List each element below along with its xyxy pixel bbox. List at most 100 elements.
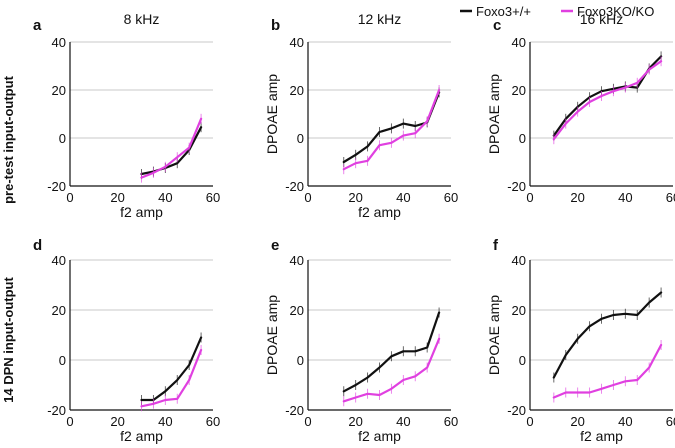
y-tick-label: 40	[52, 253, 66, 268]
x-axis-title: f2 amp	[358, 428, 401, 444]
series-line	[342, 91, 441, 164]
panel-letter: e	[271, 237, 279, 254]
x-tick-label: 40	[396, 190, 410, 205]
y-tick-label: 0	[59, 353, 66, 368]
y-tick-label: -20	[507, 179, 526, 194]
series-wildtype	[552, 51, 663, 141]
y-tick-label: 20	[290, 83, 304, 98]
y-tick-label: 40	[290, 35, 304, 50]
x-tick-label: 20	[570, 190, 584, 205]
y-tick-label: 0	[297, 131, 304, 146]
x-axis-title: f2 amp	[120, 428, 163, 444]
x-tick-label: 20	[348, 190, 362, 205]
series-line	[552, 291, 663, 379]
x-axis-title: f2 amp	[580, 428, 623, 444]
y-tick-label: 40	[290, 253, 304, 268]
series-knockout	[342, 333, 441, 407]
panel-letter: f	[493, 237, 499, 254]
x-tick-label: 40	[618, 414, 632, 429]
panel-frequency-title: 12 kHz	[358, 11, 402, 27]
x-tick-label: 20	[110, 190, 124, 205]
x-tick-label: 0	[304, 190, 311, 205]
y-axis-title: DPOAE amp	[264, 74, 280, 154]
x-tick-label: 0	[526, 190, 533, 205]
y-tick-label: 0	[59, 131, 66, 146]
series-line	[140, 126, 203, 176]
x-axis-title: f2 amp	[358, 204, 401, 220]
y-axis-title: DPOAE amp	[486, 74, 502, 154]
series-line	[342, 311, 441, 393]
x-tick-label: 40	[158, 190, 172, 205]
series-wildtype	[140, 332, 203, 405]
x-tick-label: 60	[666, 190, 675, 205]
x-tick-label: 0	[304, 414, 311, 429]
series-knockout	[140, 345, 203, 412]
series-wildtype	[342, 307, 441, 397]
x-tick-label: 0	[66, 414, 73, 429]
series-knockout	[140, 113, 203, 183]
x-tick-label: 0	[526, 414, 533, 429]
series-line	[140, 336, 203, 402]
y-tick-label: -20	[285, 179, 304, 194]
x-tick-label: 0	[66, 190, 73, 205]
y-tick-label: 40	[512, 253, 526, 268]
y-axis-title: DPOAE amp	[486, 295, 502, 375]
x-tick-label: 20	[348, 414, 362, 429]
y-tick-label: 20	[512, 303, 526, 318]
x-axis-title: f2 amp	[120, 204, 163, 220]
panel-frequency-title: 16 kHz	[580, 11, 624, 27]
y-tick-label: -20	[285, 403, 304, 418]
y-axis-title: DPOAE amp	[264, 295, 280, 375]
y-tick-label: 0	[519, 353, 526, 368]
y-tick-label: -20	[507, 403, 526, 418]
series-line	[140, 348, 203, 408]
x-tick-label: 60	[206, 190, 220, 205]
y-tick-label: -20	[47, 179, 66, 194]
y-tick-label: 20	[52, 303, 66, 318]
x-tick-label: 20	[570, 414, 584, 429]
series-line	[552, 60, 663, 141]
y-tick-label: 40	[52, 35, 66, 50]
legend-label-wildtype: Foxo3+/+	[476, 4, 531, 19]
series-line	[552, 55, 663, 137]
panel-letter: a	[33, 17, 42, 34]
series-line	[552, 343, 663, 399]
legend-label-knockout: Foxo3KO/KO	[577, 4, 654, 19]
y-tick-label: 0	[519, 131, 526, 146]
y-tick-label: 20	[512, 83, 526, 98]
y-tick-label: 0	[297, 353, 304, 368]
row-label-pretest: pre-test input-output	[1, 75, 16, 203]
row-label-14dpn: 14 DPN input-output	[1, 277, 16, 403]
x-tick-label: 60	[206, 414, 220, 429]
y-tick-label: 20	[52, 83, 66, 98]
series-knockout	[342, 85, 441, 175]
panel-letter: c	[493, 17, 501, 34]
x-tick-label: 60	[444, 190, 458, 205]
x-tick-label: 60	[444, 414, 458, 429]
legend: Foxo3+/+ Foxo3KO/KO	[460, 4, 654, 19]
series-knockout	[552, 56, 663, 145]
x-tick-label: 40	[396, 414, 410, 429]
y-tick-label: -20	[47, 403, 66, 418]
series-wildtype	[342, 87, 441, 167]
x-tick-label: 60	[666, 414, 675, 429]
panel-letter: b	[271, 17, 280, 34]
series-wildtype	[552, 287, 663, 383]
panel-letter: d	[33, 237, 42, 254]
x-tick-label: 20	[110, 414, 124, 429]
panel-frequency-title: 8 kHz	[124, 11, 160, 27]
x-tick-label: 40	[158, 414, 172, 429]
series-wildtype	[140, 122, 203, 179]
x-tick-label: 40	[618, 190, 632, 205]
y-tick-label: 20	[290, 303, 304, 318]
series-knockout	[552, 340, 663, 403]
y-tick-label: 40	[512, 35, 526, 50]
series-line	[342, 88, 441, 171]
